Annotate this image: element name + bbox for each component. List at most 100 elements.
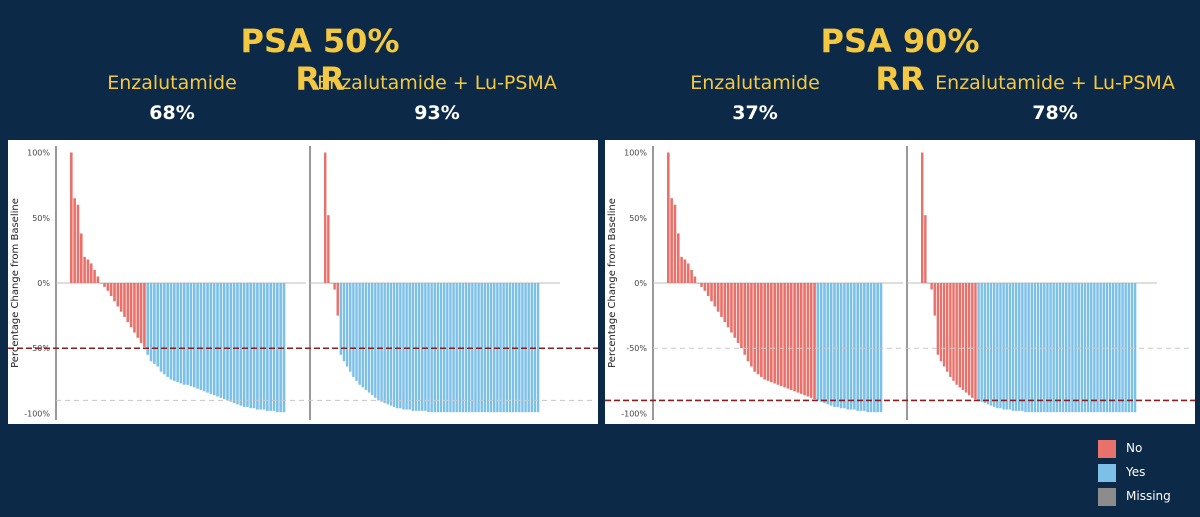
- legend-swatch-missing: [1098, 488, 1116, 506]
- waterfall-bar: [89, 263, 93, 283]
- waterfall-bar: [1071, 283, 1074, 413]
- waterfall-bar: [489, 283, 493, 413]
- waterfall-bar: [380, 283, 383, 402]
- waterfall-bar: [723, 283, 727, 323]
- waterfall-bar: [358, 283, 361, 385]
- waterfall-bar: [239, 283, 243, 406]
- legend-item-yes: Yes: [1098, 464, 1188, 482]
- waterfall-bar: [386, 283, 390, 405]
- waterfall-bar: [76, 204, 80, 283]
- waterfall-bar: [726, 283, 730, 328]
- waterfall-bar: [106, 283, 110, 291]
- y-tick-label: 0%: [634, 279, 647, 288]
- waterfall-bar: [1033, 283, 1037, 413]
- waterfall-bar: [349, 283, 352, 372]
- waterfall-bar: [993, 283, 996, 407]
- waterfall-bar: [182, 283, 186, 385]
- waterfall-bar: [873, 283, 876, 413]
- waterfall-bar: [123, 283, 126, 317]
- waterfall-bar: [1130, 283, 1134, 413]
- waterfall-bar: [236, 283, 239, 405]
- waterfall-bar: [109, 283, 113, 297]
- waterfall-bar: [796, 283, 800, 393]
- waterfall-bar: [116, 283, 120, 307]
- section-title-right: PSA 90% RR: [820, 22, 980, 98]
- waterfall-bar: [474, 283, 477, 413]
- waterfall-bar: [483, 283, 487, 413]
- arm-name-right-1: Enzalutamide: [690, 72, 820, 94]
- waterfall-bar: [753, 283, 757, 372]
- waterfall-bar: [683, 259, 687, 283]
- waterfall-bar: [1105, 283, 1109, 413]
- waterfall-bar: [405, 283, 408, 410]
- waterfall-bar: [392, 283, 396, 407]
- waterfall-bar: [750, 283, 753, 367]
- waterfall-bar: [859, 283, 863, 411]
- waterfall-bar: [163, 283, 166, 375]
- waterfall-bar: [149, 283, 153, 362]
- waterfall-bar: [232, 283, 236, 404]
- waterfall-bar: [1108, 283, 1112, 413]
- waterfall-bar: [219, 283, 223, 398]
- waterfall-bar: [793, 283, 796, 392]
- waterfall-bar: [869, 283, 873, 413]
- waterfall-bar: [229, 283, 233, 402]
- waterfall-bar: [355, 283, 358, 381]
- waterfall-bar: [667, 152, 670, 283]
- waterfall-bar: [763, 283, 766, 380]
- waterfall-bar: [129, 283, 133, 328]
- waterfall-bar: [736, 283, 740, 344]
- waterfall-bar: [1099, 283, 1102, 413]
- waterfall-bar: [436, 283, 440, 413]
- waterfall-bar: [518, 283, 521, 413]
- waterfall-bar: [196, 283, 199, 389]
- waterfall-bar: [1036, 283, 1040, 413]
- waterfall-bar: [958, 283, 961, 388]
- waterfall-bar: [86, 259, 90, 283]
- waterfall-bar: [730, 283, 733, 333]
- waterfall-bar: [977, 283, 980, 401]
- response-rate-right-1: 37%: [732, 102, 778, 124]
- waterfall-chart-psa50: Percentage Change from Baseline 100% 50% 0%…: [8, 146, 598, 420]
- waterfall-bar: [1124, 283, 1127, 413]
- waterfall-bar: [961, 283, 965, 390]
- waterfall-bar: [206, 283, 209, 393]
- section-title-left: PSA 50% RR: [240, 22, 400, 98]
- waterfall-bar: [1052, 283, 1055, 413]
- waterfall-bar: [269, 283, 272, 411]
- waterfall-bar: [1068, 283, 1071, 413]
- waterfall-bar: [421, 283, 424, 411]
- waterfall-bar: [73, 198, 76, 283]
- waterfall-bar: [849, 283, 853, 410]
- waterfall-bar: [464, 283, 468, 413]
- waterfall-bar: [826, 283, 830, 405]
- waterfall-bar: [939, 283, 943, 362]
- waterfall-bar: [417, 283, 421, 411]
- waterfall-bar: [411, 283, 415, 411]
- waterfall-bar: [414, 283, 418, 411]
- waterfall-bar: [1043, 283, 1046, 413]
- response-rate-left-1: 68%: [149, 102, 195, 124]
- waterfall-bar: [789, 283, 793, 390]
- legend-swatch-yes: [1098, 464, 1116, 482]
- waterfall-bar: [924, 215, 927, 283]
- waterfall-bar: [980, 283, 983, 402]
- y-tick-label: -100%: [24, 409, 50, 418]
- waterfall-bar: [1027, 283, 1030, 413]
- waterfall-bar: [1118, 283, 1121, 413]
- arm-name-right-2: Enzalutamide + Lu-PSMA: [935, 72, 1175, 94]
- y-axis-label: Percentage Change from Baseline: [10, 198, 21, 368]
- waterfall-bar: [1086, 283, 1090, 413]
- waterfall-bar: [783, 283, 786, 388]
- waterfall-bar: [389, 283, 393, 406]
- waterfall-bar: [1090, 283, 1093, 413]
- waterfall-bar: [1093, 283, 1096, 413]
- waterfall-bar: [1065, 283, 1068, 413]
- waterfall-bar: [427, 283, 430, 413]
- waterfall-bar: [119, 283, 123, 312]
- waterfall-bar: [424, 283, 427, 411]
- waterfall-bar: [946, 283, 949, 372]
- waterfall-bar: [103, 283, 106, 287]
- arm-name-left-2: Enzalutamide + Lu-PSMA: [317, 72, 557, 94]
- waterfall-bar: [866, 283, 869, 413]
